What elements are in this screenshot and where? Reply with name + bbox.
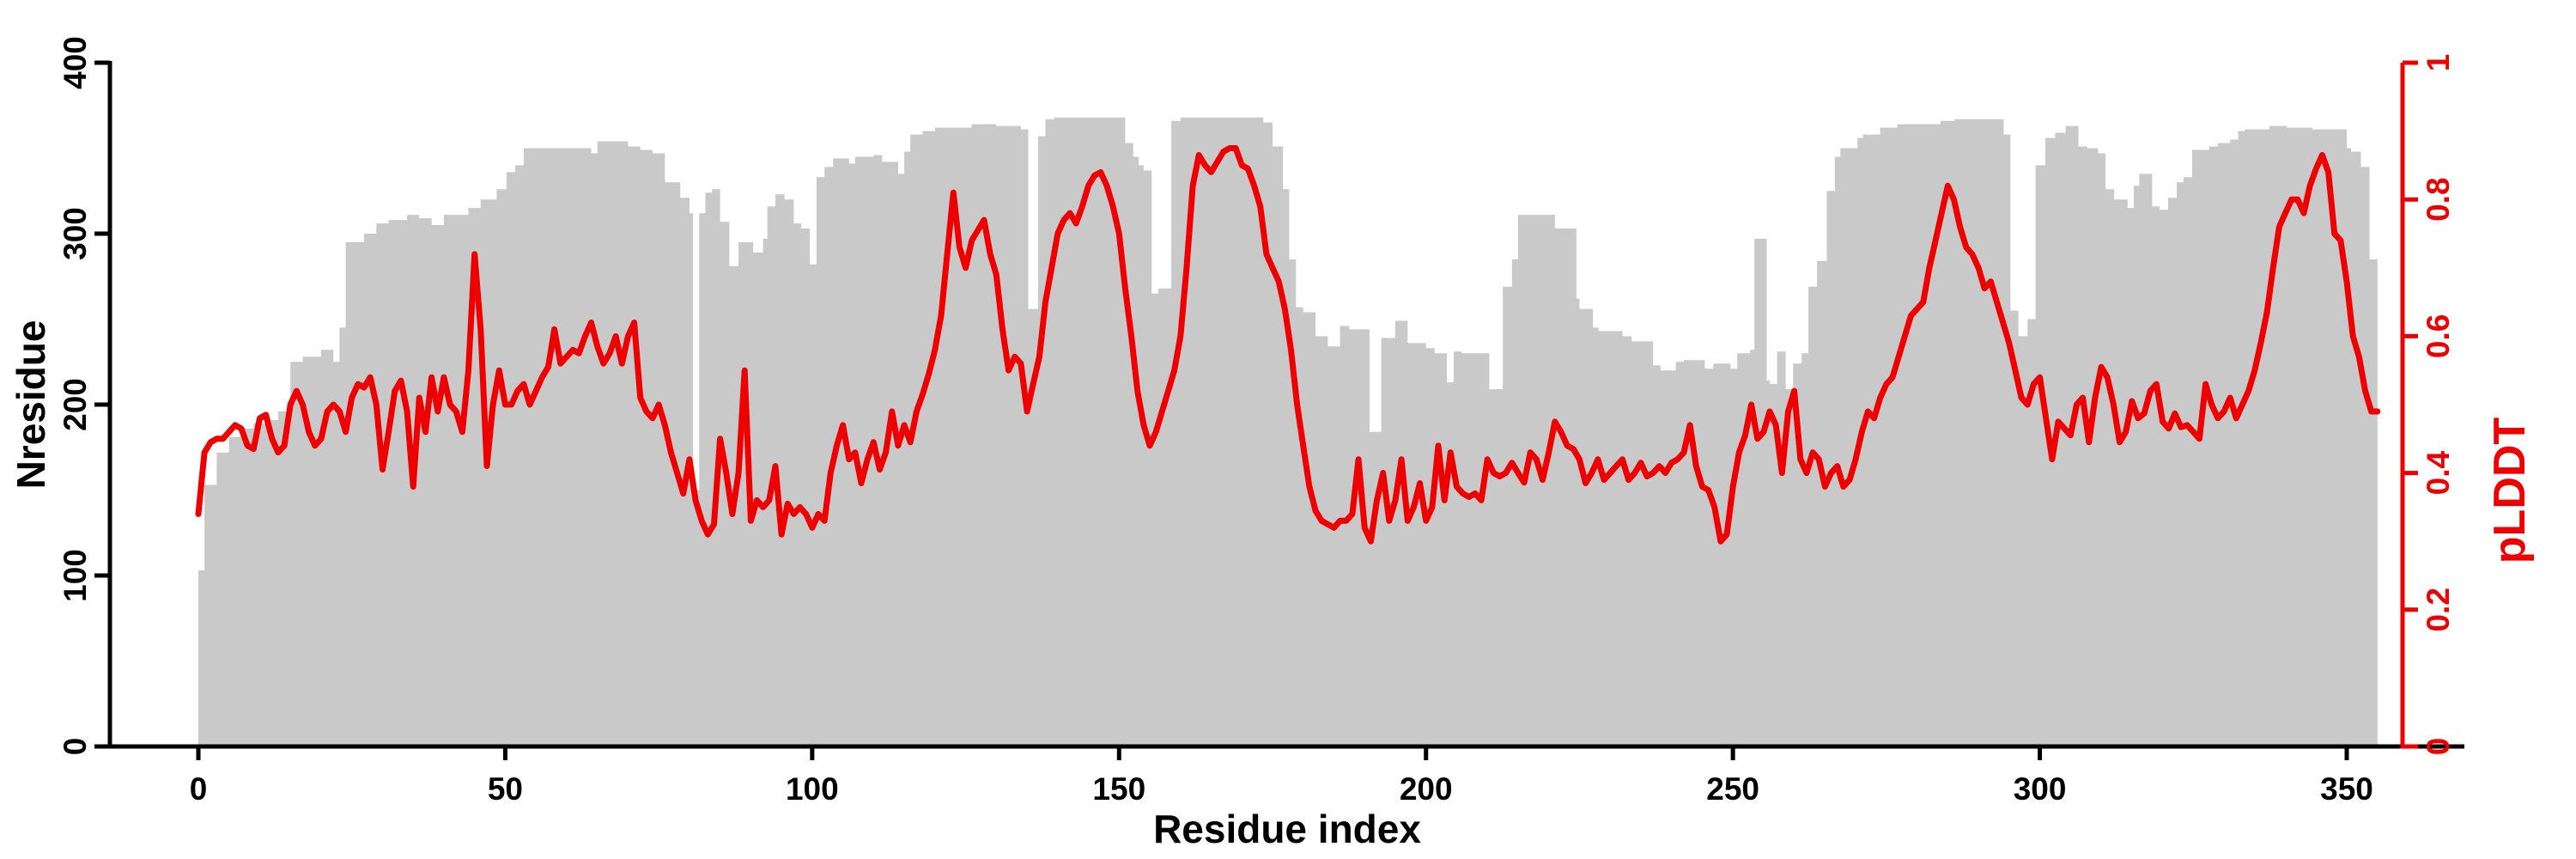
y-left-tick-label: 100	[58, 549, 93, 602]
x-tick-label: 50	[488, 771, 523, 807]
x-tick-label: 100	[786, 771, 839, 807]
y-axis-title-left: Nresidue	[9, 320, 53, 490]
nresidue-area-series	[198, 117, 2378, 746]
x-axis-title: Residue index	[1153, 807, 1421, 851]
x-tick-label: 0	[190, 771, 208, 807]
y-left-tick-label: 300	[58, 207, 93, 260]
x-tick-label: 200	[1400, 771, 1453, 807]
y-right-tick-label: 0.4	[2421, 450, 2456, 495]
y-right-tick-label: 0.8	[2421, 177, 2456, 221]
plddt-line-series	[195, 145, 2381, 545]
y-right-tick-label: 0.6	[2421, 314, 2456, 358]
x-tick-label: 300	[2014, 771, 2067, 807]
x-tick-label: 350	[2320, 771, 2373, 807]
y-right-tick-label: 0.2	[2421, 588, 2456, 631]
x-tick-label: 250	[1706, 771, 1759, 807]
x-tick-label: 150	[1092, 771, 1145, 807]
y-left-tick-label: 400	[58, 36, 93, 89]
y-axis-title-right: pLDDT	[2485, 417, 2535, 564]
y-left-tick-label: 200	[58, 378, 93, 431]
left-and-bottom-axes: 0 100 200 300 400 0 50 100 150 200 250 300 350	[58, 36, 2464, 807]
y-right-tick-label: 1	[2421, 54, 2456, 72]
y-right-tick-label: 0	[2421, 738, 2456, 756]
right-axis: 0 0.2 0.4 0.6 0.8 1	[2400, 54, 2456, 756]
y-left-tick-label: 0	[58, 738, 93, 756]
